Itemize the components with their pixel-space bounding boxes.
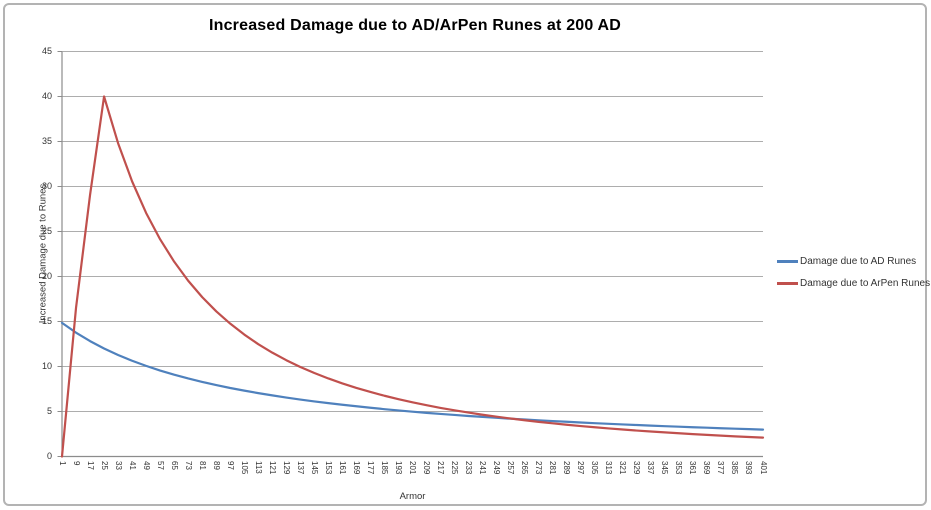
x-tick-label: 321 — [618, 461, 628, 475]
x-tick-label: 297 — [576, 461, 586, 475]
series-line-ad-runes[interactable] — [60, 321, 765, 431]
x-tick-label: 209 — [422, 461, 432, 475]
x-tick-label: 153 — [323, 461, 333, 475]
x-tick-label: 249 — [492, 461, 502, 475]
x-tick-label: 161 — [337, 461, 347, 475]
x-tick-label: 377 — [716, 461, 726, 475]
series-line-arpen-runes[interactable] — [60, 95, 765, 458]
x-tick-label: 145 — [309, 461, 319, 475]
x-tick-label: 193 — [393, 461, 403, 475]
legend-item-arpen-runes[interactable]: Damage due to ArPen Runes — [777, 277, 930, 289]
x-tick-label: 41 — [127, 461, 137, 470]
y-tick-label: 20 — [41, 271, 52, 281]
x-tick-label: 137 — [295, 461, 305, 475]
legend-label-arpen-runes: Damage due to ArPen Runes — [800, 277, 931, 289]
y-tick-label: 15 — [41, 316, 52, 326]
x-tick-label: 49 — [141, 461, 151, 470]
x-tick-label: 393 — [744, 461, 754, 475]
legend-line-swatch-ad-icon — [777, 259, 798, 263]
x-tick-label: 289 — [562, 461, 572, 475]
x-tick-label: 241 — [478, 461, 488, 475]
x-tick-label: 329 — [632, 461, 642, 475]
x-tick-label: 369 — [702, 461, 712, 475]
y-axis-title: Increased Damage due to Runes — [37, 183, 49, 324]
x-tick-label: 345 — [660, 461, 670, 475]
x-tick-label: 385 — [730, 461, 740, 475]
x-tick-label: 25 — [99, 461, 109, 470]
y-tick-label: 45 — [41, 46, 52, 56]
x-tick-label: 33 — [113, 461, 123, 470]
x-tick-label: 177 — [365, 461, 375, 475]
x-tick-label: 89 — [211, 461, 221, 470]
chart-title: Increased Damage due to AD/ArPen Runes a… — [208, 17, 622, 34]
x-tick-label: 361 — [688, 461, 698, 475]
x-tick-label: 121 — [267, 461, 277, 475]
x-tick-label: 225 — [450, 461, 460, 475]
y-tick-label: 25 — [41, 226, 52, 236]
plot-area — [57, 51, 765, 458]
x-tick-label: 305 — [590, 461, 600, 475]
y-tick-label: 0 — [46, 451, 52, 461]
legend: Damage due to AD Runes Damage due to ArP… — [777, 255, 930, 299]
x-tick-label: 337 — [646, 461, 656, 475]
x-tick-label: 217 — [436, 461, 446, 475]
x-tick-label: 57 — [155, 461, 165, 470]
x-tick-label: 169 — [351, 461, 361, 475]
y-tick-label: 40 — [41, 91, 52, 101]
x-tick-label: 1 — [57, 461, 67, 466]
legend-label-ad-runes: Damage due to AD Runes — [800, 255, 917, 267]
x-tick-label: 353 — [674, 461, 684, 475]
x-tick-label: 97 — [225, 461, 235, 470]
x-tick-label: 9 — [71, 461, 81, 466]
chart-frame: Increased Damage due to AD/ArPen Runes a… — [3, 3, 930, 506]
x-tick-label: 257 — [506, 461, 516, 475]
x-tick-label: 273 — [534, 461, 544, 475]
x-axis-title: Armor — [399, 491, 426, 502]
x-tick-label: 17 — [85, 461, 95, 470]
x-tick-label: 113 — [253, 461, 263, 474]
x-tick-label: 185 — [379, 461, 389, 475]
x-tick-label: 105 — [239, 461, 249, 475]
x-tick-label: 73 — [183, 461, 193, 470]
x-tick-label: 129 — [281, 461, 291, 475]
x-tick-label: 201 — [408, 461, 417, 475]
x-tick-label: 81 — [197, 461, 207, 470]
x-tick-label: 281 — [548, 461, 558, 475]
y-tick-label: 35 — [41, 136, 52, 146]
x-tick-label: 233 — [464, 461, 474, 475]
y-tick-label: 30 — [41, 181, 52, 191]
x-tick-label: 313 — [604, 461, 614, 475]
y-tick-label: 10 — [41, 361, 52, 371]
x-tick-label: 65 — [169, 461, 179, 470]
x-tick-label: 265 — [520, 461, 530, 475]
legend-line-swatch-arpen-icon — [777, 281, 798, 285]
x-tick-label: 401 — [758, 461, 768, 475]
y-tick-label: 5 — [46, 406, 52, 416]
legend-item-ad-runes[interactable]: Damage due to AD Runes — [777, 255, 930, 267]
